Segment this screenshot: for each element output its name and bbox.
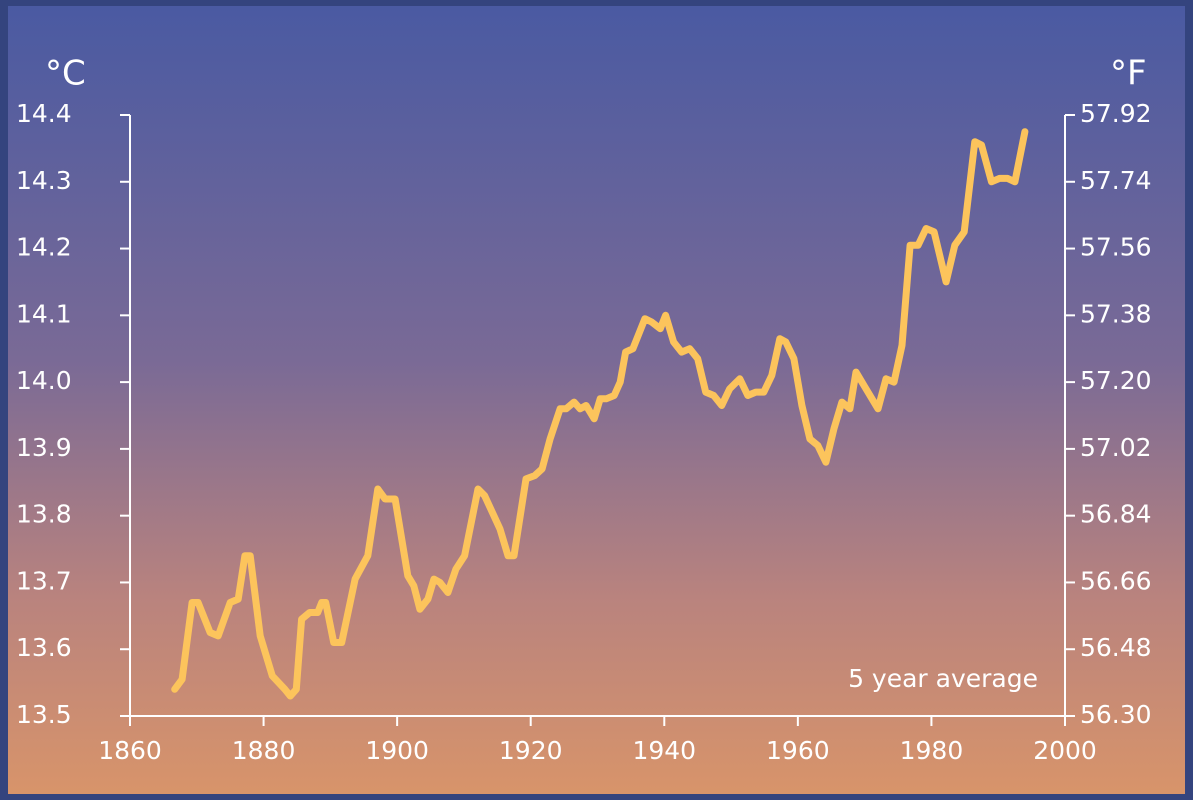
y2-tick-label: 57.74 [1080,166,1152,195]
x-tick-label: 1860 [98,736,162,765]
x-tick-label: 1920 [499,736,563,765]
y-axis-label: °C [45,54,86,94]
data-line [171,128,1029,700]
y2-tick-label: 57.20 [1080,366,1152,395]
y-tick-label: 13.9 [16,433,72,462]
y2-tick-label: 57.38 [1080,299,1152,328]
y-tick-label: 14.4 [16,99,72,128]
y2-tick-label: 56.30 [1080,700,1152,729]
y-tick-label: 14.2 [16,233,72,262]
y2-tick-label: 56.48 [1080,633,1152,662]
y-tick-label: 14.3 [16,166,72,195]
y2-tick-label: 56.84 [1080,500,1152,529]
y-tick-label: 14.1 [16,299,72,328]
x-tick-label: 1960 [766,736,830,765]
x-tick-label: 1880 [232,736,296,765]
y-tick-label: 13.6 [16,633,72,662]
y-tick-label: 14.0 [16,366,72,395]
x-tick-label: 1940 [632,736,696,765]
y-tick-label: 13.8 [16,500,72,529]
y2-tick-label: 57.56 [1080,233,1152,262]
y2-axis-label: °F [1110,54,1147,94]
x-tick-label: 1980 [900,736,964,765]
y2-tick-label: 56.66 [1080,566,1152,595]
y-tick-label: 13.5 [16,700,72,729]
x-tick-label: 2000 [1033,736,1097,765]
y2-tick-label: 57.02 [1080,433,1152,462]
x-tick-label: 1900 [365,736,429,765]
annotation: 5 year average [848,664,1038,693]
y2-tick-label: 57.92 [1080,99,1152,128]
y-tick-label: 13.7 [16,566,72,595]
